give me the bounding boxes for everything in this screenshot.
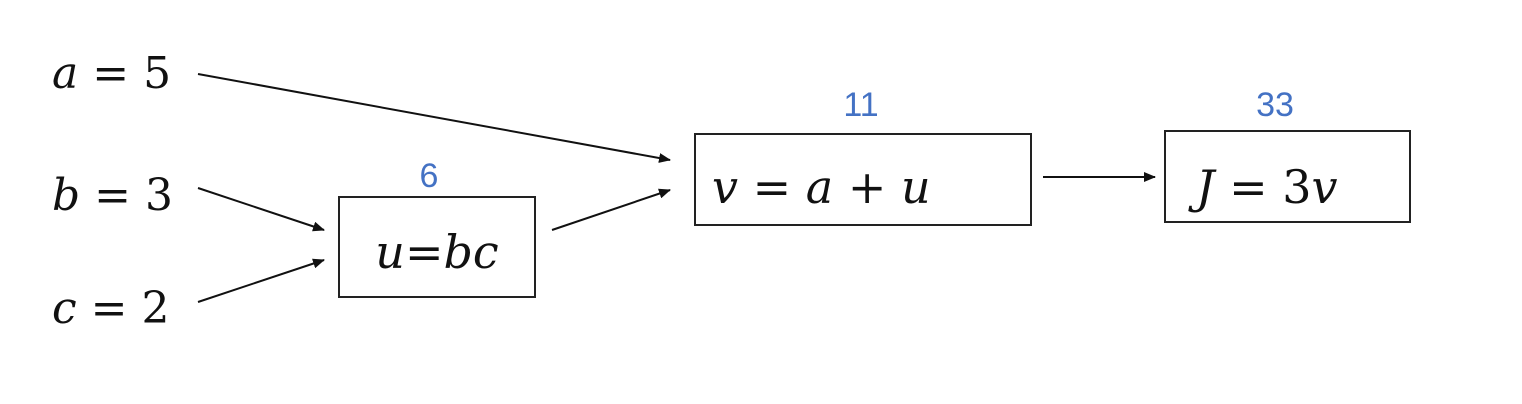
- node-v-box: [694, 133, 1032, 226]
- node-v-label: v = a + u: [712, 160, 931, 214]
- input-b: b = 3: [52, 170, 173, 221]
- node-j-label: J = 3v: [1188, 160, 1338, 214]
- node-u-label: u=bc: [375, 225, 498, 279]
- node-u-box: [338, 196, 536, 298]
- input-c: c = 2: [52, 283, 170, 334]
- edge-u-to-v: [551, 188, 671, 231]
- node-j-value: 33: [1256, 86, 1294, 124]
- edge-c-to-u: [197, 258, 325, 303]
- input-a: a = 5: [52, 48, 171, 99]
- edge-b-to-u: [197, 187, 325, 232]
- node-u-value: 6: [420, 157, 439, 195]
- node-j-box: [1164, 130, 1411, 223]
- edge-a-to-v: [197, 73, 671, 163]
- node-v-value: 11: [843, 86, 878, 124]
